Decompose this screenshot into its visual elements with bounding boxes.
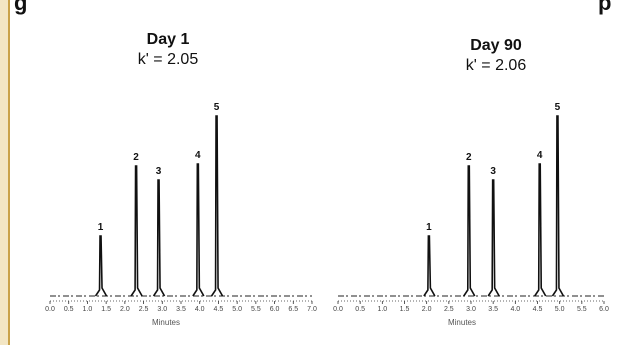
chart-day1-peak-4 (192, 163, 205, 297)
chart-day90-peak-2 (463, 165, 476, 297)
chart-day1-x-tick-label: 7.0 (307, 306, 317, 313)
chart-day90-peak-label-3: 3 (490, 166, 496, 177)
chart-day1-subtitle: k' = 2.05 (137, 51, 199, 68)
chart-day1-x-tick-label: 4.0 (195, 306, 205, 313)
chart-day1-peak-5 (210, 115, 224, 297)
chart-day90-peak-1 (423, 235, 436, 297)
chart-day90-x-tick-label: 0.5 (355, 306, 365, 313)
chart-day1-x-tick-label: 0.0 (45, 306, 55, 313)
chart-day1-peak-label-4: 4 (195, 150, 201, 161)
chart-day90-x-tick-label: 0.0 (333, 306, 343, 313)
chart-day90-x-tick-label: 2.5 (444, 306, 454, 313)
figure-heading: g (14, 0, 28, 15)
chart-day1-peak-label-3: 3 (156, 166, 162, 177)
chart-day90-x-tick-label: 3.5 (488, 306, 498, 313)
chart-day90-x-tick-label: 1.5 (400, 306, 410, 313)
chart-day90-peak-label-5: 5 (555, 102, 561, 113)
chart-day90-title-text: Day 90 (470, 37, 522, 54)
chart-day1-title-text: Day 1 (146, 31, 190, 48)
figure-heading-right: p (598, 0, 612, 15)
chart-day90-x-tick-label: 4.5 (533, 306, 543, 313)
chart-day90-xlabel: Minutes (447, 318, 476, 327)
chart-day90-peak-4 (534, 163, 547, 297)
chart-day1-x-tick-label: 5.0 (232, 306, 242, 313)
chart-day1-x-tick-label: 1.0 (83, 306, 93, 313)
chart-day1-peak-label-1: 1 (98, 222, 104, 233)
chart-day1-peak-label-5: 5 (214, 102, 220, 113)
chart-day1-x-tick-label: 2.5 (139, 306, 149, 313)
page-frame-rule (8, 0, 10, 345)
chart-day1-x-tick-label: 3.5 (176, 306, 186, 313)
chart-day90-peak-label-1: 1 (426, 222, 432, 233)
chart-day1-x-tick-label: 6.5 (288, 306, 298, 313)
chart-day1-xlabel: Minutes (151, 318, 180, 327)
chart-day1-x-tick-label: 5.5 (251, 306, 261, 313)
chart-day1-x-tick-label: 4.5 (214, 306, 224, 313)
chart-day90-peak-label-2: 2 (466, 152, 472, 163)
chart-day1-peak-1 (94, 235, 108, 297)
chart-day90-peak-label-4: 4 (537, 150, 543, 161)
chart-day90-peak-5 (551, 115, 565, 297)
chart-day1-x-tick-label: 0.5 (64, 306, 74, 313)
chart-day1-x-tick-label: 2.0 (120, 306, 130, 313)
chart-day90-x-tick-label: 5.5 (577, 306, 587, 313)
chart-day90-title: Day 90 k' = 2.06 (416, 36, 576, 76)
chart-day1-peak-3 (152, 179, 166, 297)
chart-day1-x-tick-label: 6.0 (270, 306, 280, 313)
chart-day90-x-tick-label: 2.0 (422, 306, 432, 313)
chart-day90-subtitle: k' = 2.06 (465, 57, 527, 74)
chart-day90-x-tick-label: 3.0 (466, 306, 476, 313)
chart-day90-x-tick-label: 1.0 (377, 306, 387, 313)
chart-day90-x-tick-label: 5.0 (555, 306, 565, 313)
chart-day90-peak-3 (487, 179, 500, 297)
chart-day1-x-tick-label: 3.0 (157, 306, 167, 313)
chart-day1-x-tick-label: 1.5 (101, 306, 111, 313)
chart-day90-x-tick-label: 6.0 (599, 306, 609, 313)
chart-day1-peak-label-2: 2 (133, 152, 139, 163)
chart-day90-x-tick-label: 4.0 (510, 306, 520, 313)
chart-day1-title: Day 1 k' = 2.05 (88, 30, 248, 70)
page-frame-band (0, 0, 8, 345)
chart-day1-peak-2 (130, 165, 143, 297)
